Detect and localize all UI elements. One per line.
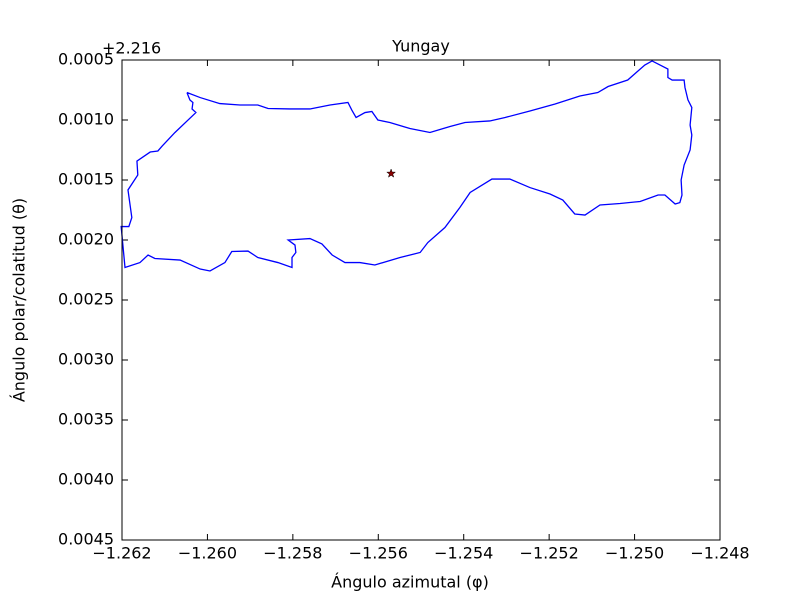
y-tick-label: 0.0040 [58, 470, 114, 489]
y-tick-label: 0.0010 [58, 110, 114, 129]
boundary-line [120, 60, 693, 272]
y-tick-label: 0.0035 [58, 410, 114, 429]
x-tick-label: −1.258 [263, 544, 322, 563]
center-marker [386, 168, 397, 178]
x-tick-label: −1.262 [92, 544, 151, 563]
y-tick-label: 0.0025 [58, 290, 114, 309]
y-tick-label: 0.0045 [58, 530, 114, 549]
chart-title: Yungay [391, 37, 450, 56]
y-tick-label: 0.0015 [58, 170, 114, 189]
y-axis-label: Ángulo polar/colatitud (θ) [10, 198, 29, 402]
x-tick-label: −1.260 [178, 544, 237, 563]
x-tick-label: −1.256 [349, 544, 408, 563]
x-tick-label: −1.252 [520, 544, 579, 563]
x-tick-label: −1.248 [690, 544, 749, 563]
plot-frame [121, 59, 721, 541]
y-tick-label: 0.0020 [58, 230, 114, 249]
x-tick-label: −1.254 [434, 544, 493, 563]
y-tick-label: 0.0005 [58, 50, 114, 69]
y-offset-label: +2.216 [102, 39, 161, 58]
y-tick-label: 0.0030 [58, 350, 114, 369]
x-axis-label: Ángulo azimutal (φ) [331, 573, 489, 592]
x-tick-label: −1.250 [605, 544, 664, 563]
